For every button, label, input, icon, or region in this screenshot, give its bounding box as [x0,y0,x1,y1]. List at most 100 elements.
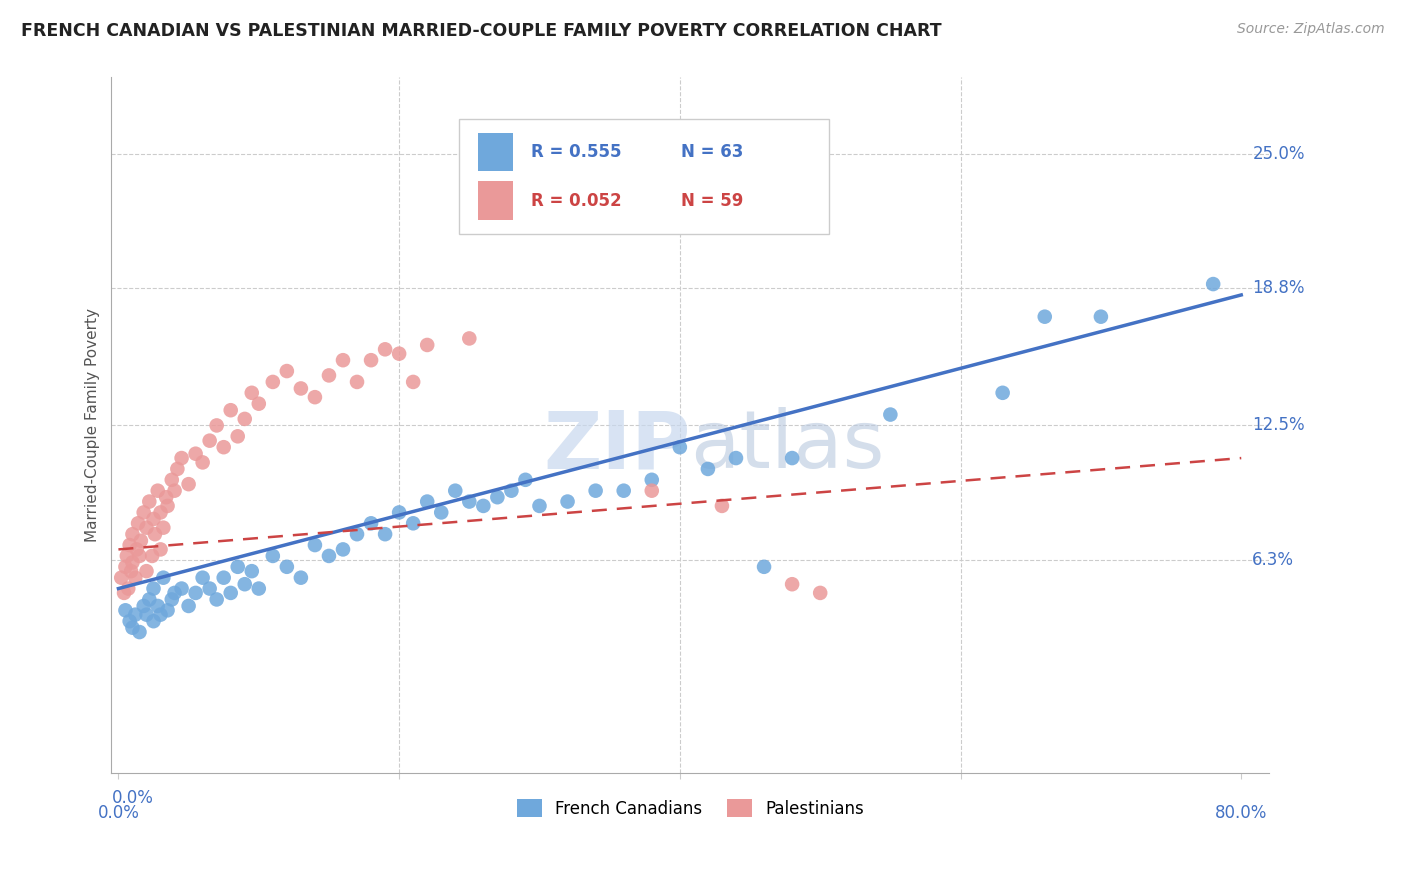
Point [184,586,207,600]
Point [1202,277,1225,291]
Text: 12.5%: 12.5% [1253,417,1305,434]
Point [515,473,537,487]
Point [115,549,138,563]
Point [360,516,382,531]
Point [127,516,149,531]
Point [318,368,340,383]
Point [191,571,214,585]
Point [346,375,368,389]
Text: 0.0%: 0.0% [97,804,139,822]
Point [132,599,155,613]
Point [529,499,551,513]
Point [128,549,150,563]
Point [212,440,235,454]
Point [118,538,141,552]
Point [1090,310,1112,324]
Point [146,483,169,498]
Point [374,527,396,541]
Point [696,462,718,476]
Point [129,533,152,548]
Point [138,494,160,508]
Point [177,477,200,491]
Text: R = 0.555: R = 0.555 [530,143,621,161]
Point [142,614,165,628]
Point [472,499,495,513]
Point [332,353,354,368]
Point [142,512,165,526]
Point [240,385,263,400]
Point [149,505,172,519]
Point [160,473,183,487]
Point [212,571,235,585]
Point [710,499,733,513]
Point [458,331,481,345]
Point [304,538,326,552]
Text: 6.3%: 6.3% [1253,551,1295,569]
Point [374,343,396,357]
Point [121,556,143,570]
Text: N = 59: N = 59 [681,192,744,210]
Point [290,571,312,585]
FancyBboxPatch shape [458,120,830,234]
Point [177,599,200,613]
Point [991,385,1014,400]
Point [276,364,298,378]
Point [170,582,193,596]
FancyBboxPatch shape [478,181,513,219]
Point [641,473,664,487]
Point [360,353,382,368]
Legend: French Canadians, Palestinians: French Canadians, Palestinians [510,793,870,824]
Point [205,592,228,607]
Point [205,418,228,433]
Point [416,338,439,352]
Point [233,412,256,426]
Point [149,607,172,622]
Point [416,494,439,508]
Point [191,455,214,469]
Point [724,451,747,466]
Point [114,603,136,617]
Point [160,592,183,607]
Point [388,505,411,519]
Point [110,571,132,585]
Text: atlas: atlas [690,408,884,485]
Point [641,483,664,498]
Point [198,434,221,448]
Point [121,621,143,635]
Point [149,542,172,557]
Point [141,549,163,563]
Text: 25.0%: 25.0% [1253,145,1305,162]
Point [198,582,221,596]
Point [332,542,354,557]
Point [121,527,143,541]
Point [290,381,312,395]
Point [156,603,179,617]
Point [346,527,368,541]
Point [240,564,263,578]
Point [226,559,249,574]
Point [152,521,174,535]
Point [501,483,523,498]
Point [152,571,174,585]
Point [276,559,298,574]
Point [118,614,141,628]
Point [780,577,803,591]
Point [486,490,509,504]
Point [304,390,326,404]
Point [156,499,179,513]
Point [146,599,169,613]
Point [1033,310,1056,324]
Text: Source: ZipAtlas.com: Source: ZipAtlas.com [1237,22,1385,37]
Point [444,483,467,498]
Point [155,490,177,504]
Point [247,397,270,411]
Point [808,586,831,600]
Point [135,564,157,578]
Point [163,483,186,498]
Point [402,375,425,389]
Text: R = 0.052: R = 0.052 [530,192,621,210]
Point [135,521,157,535]
Point [430,505,453,519]
Text: FRENCH CANADIAN VS PALESTINIAN MARRIED-COUPLE FAMILY POVERTY CORRELATION CHART: FRENCH CANADIAN VS PALESTINIAN MARRIED-C… [21,22,942,40]
Point [219,403,242,417]
